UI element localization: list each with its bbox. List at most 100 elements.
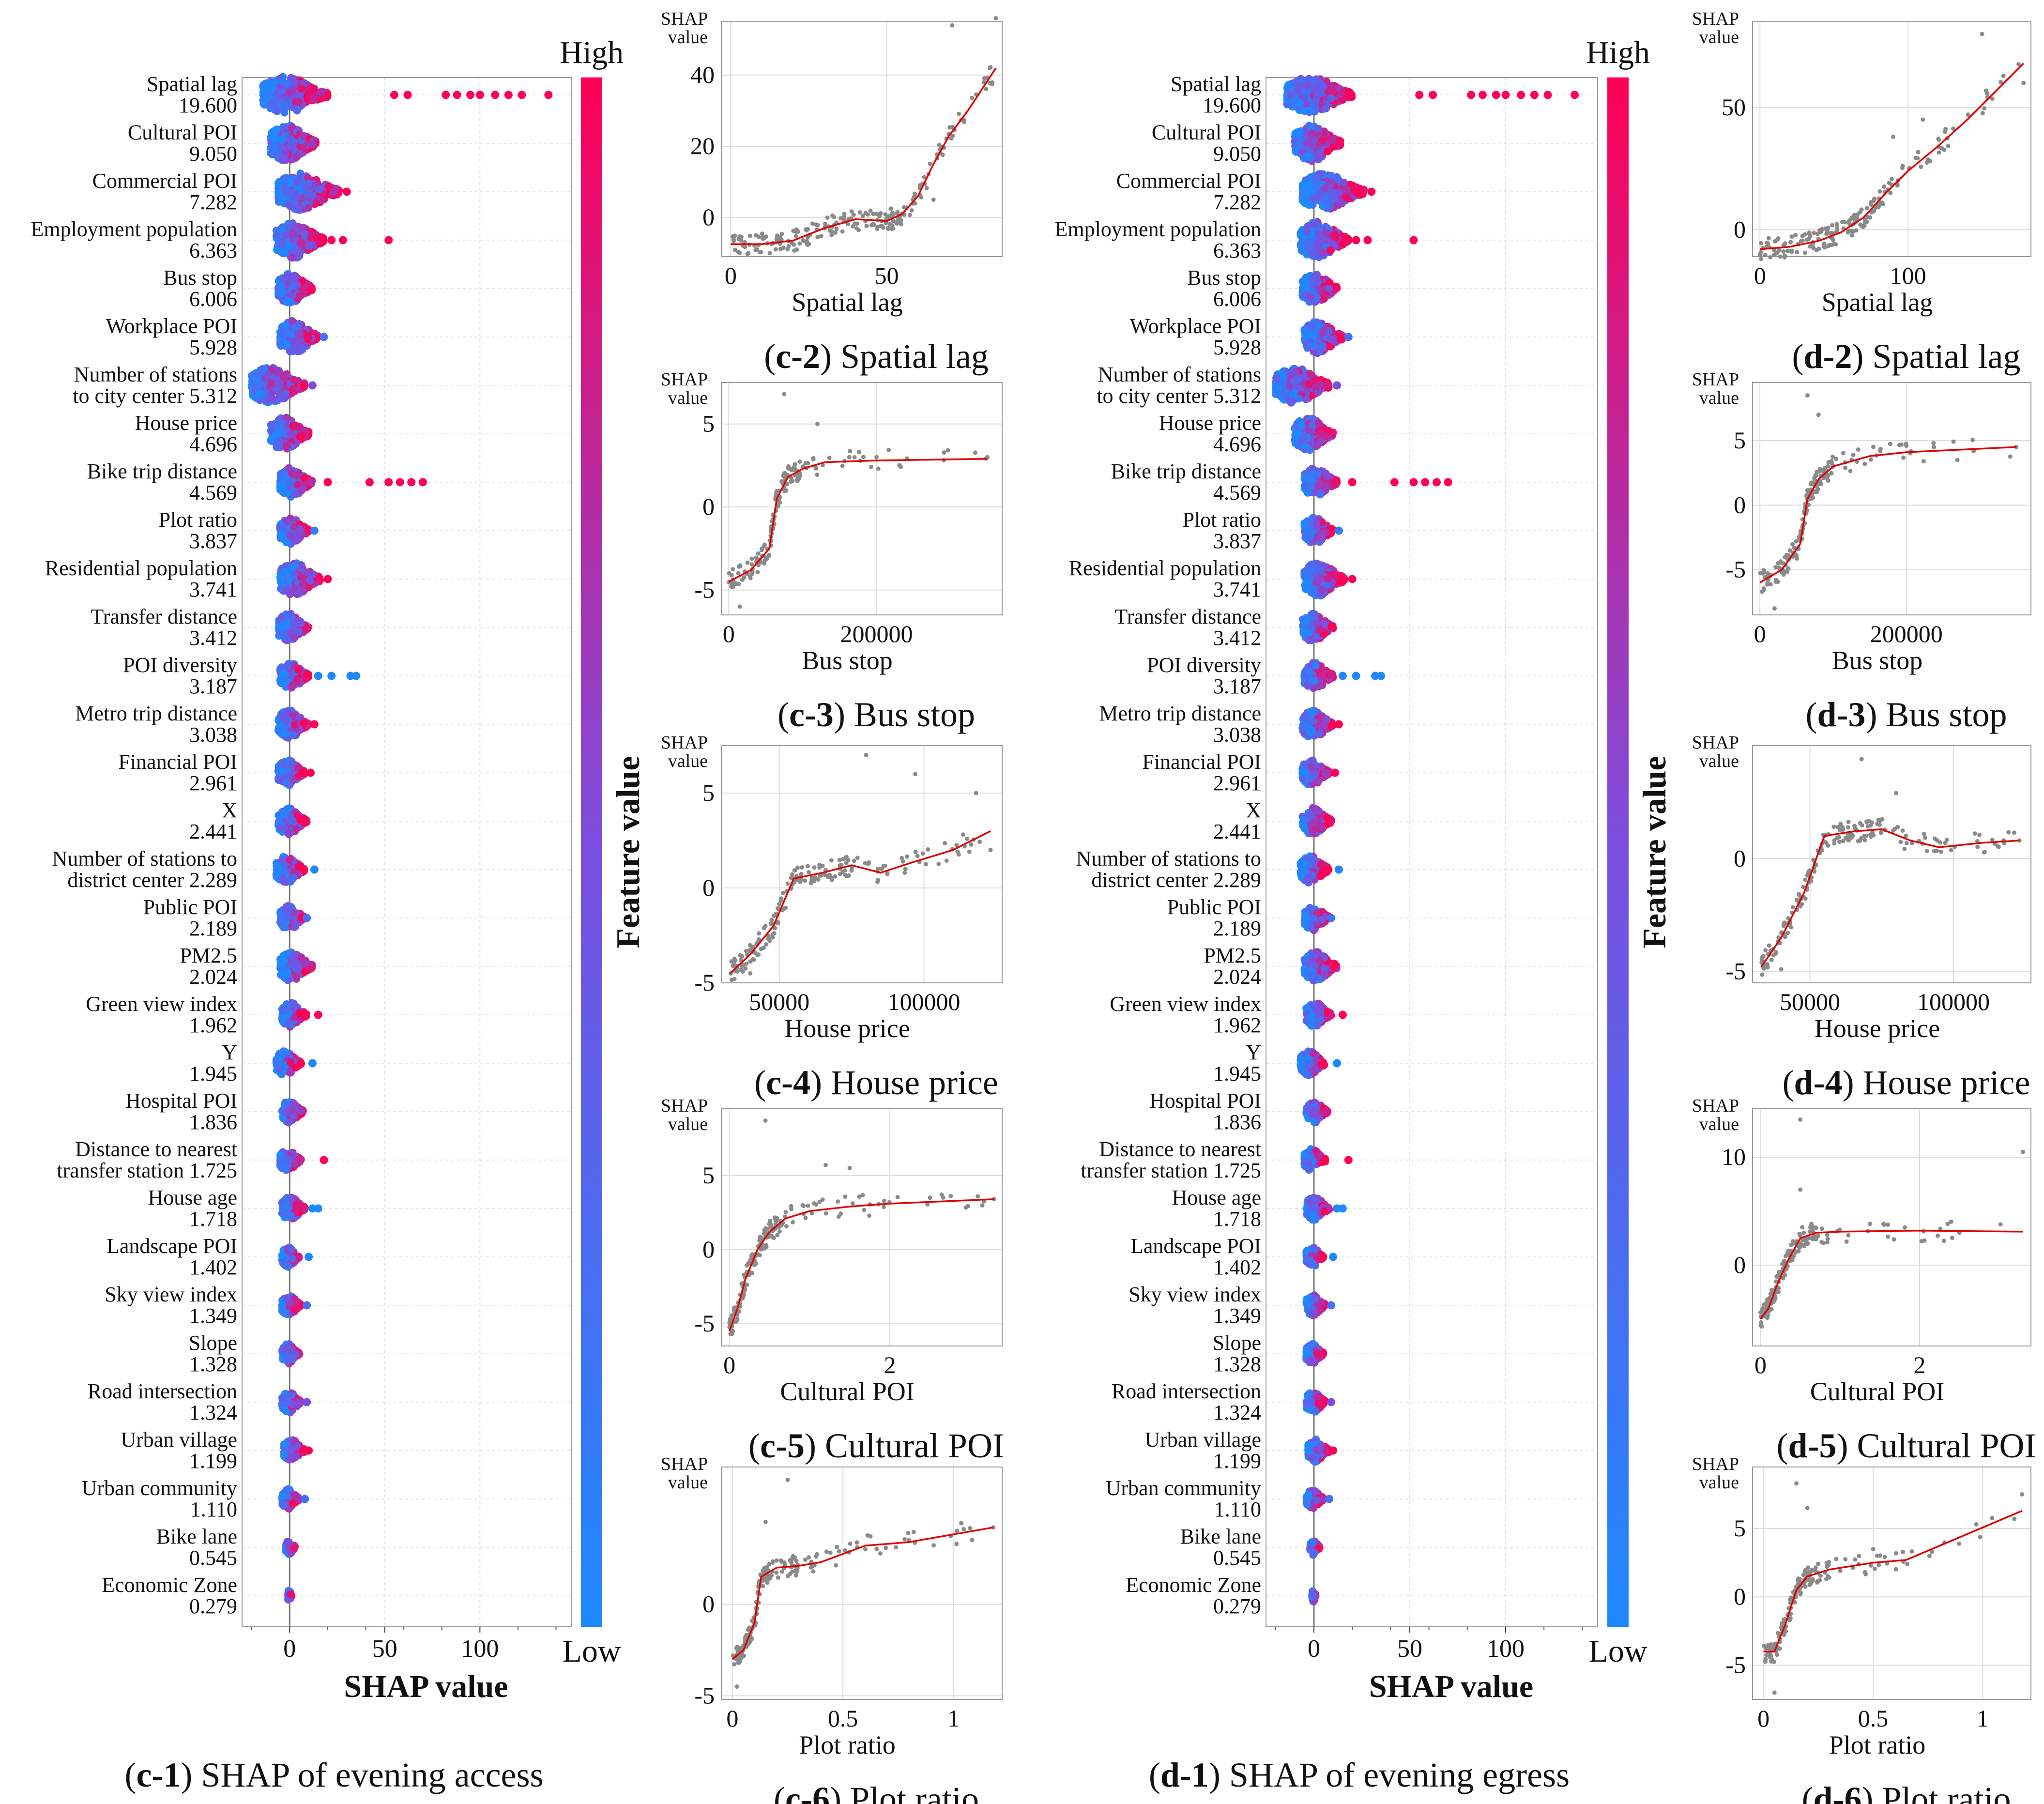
c-1-outlier-point bbox=[314, 672, 322, 680]
c-1-outlier-point bbox=[365, 478, 374, 487]
feature-label: Spatial lag bbox=[147, 72, 237, 96]
feature-label: House age bbox=[148, 1186, 238, 1209]
c-1-outlier-point bbox=[314, 1010, 322, 1019]
c-1-point bbox=[282, 622, 290, 630]
c-1-point bbox=[305, 204, 313, 212]
c-1-point bbox=[299, 431, 307, 440]
feature-label: Sky view index bbox=[105, 1283, 237, 1306]
c-1-point bbox=[287, 877, 295, 886]
c-1-point bbox=[294, 329, 303, 337]
c-1-point bbox=[280, 394, 289, 402]
c-1-point bbox=[277, 289, 285, 297]
feature-label: Number of stations bbox=[74, 363, 237, 386]
c-1-outlier-point bbox=[396, 478, 404, 487]
feature-label: Workplace POI bbox=[106, 314, 237, 338]
c-1-outlier-point bbox=[518, 91, 526, 99]
c-1-point bbox=[261, 90, 270, 98]
feature-importance: to city center 5.312 bbox=[73, 384, 237, 408]
c-1-point bbox=[287, 1590, 295, 1598]
c-1-point bbox=[286, 142, 294, 150]
c-1-caption-open: ( bbox=[124, 1756, 136, 1794]
c-1-point bbox=[276, 523, 284, 532]
c-1-point bbox=[317, 89, 325, 96]
c-1-point bbox=[287, 1059, 295, 1067]
feature-importance: 6.363 bbox=[189, 239, 237, 262]
c-1-point bbox=[290, 908, 298, 917]
feature-importance: 3.837 bbox=[189, 529, 237, 553]
c-1-point bbox=[288, 1391, 295, 1399]
c-1-point bbox=[286, 201, 294, 210]
c-1-point bbox=[285, 531, 293, 539]
c-1-outlier-point bbox=[327, 672, 336, 680]
c-1-outlier-point bbox=[308, 381, 317, 390]
c-1-point bbox=[296, 1107, 305, 1115]
c-1-point bbox=[276, 573, 284, 581]
feature-importance: 1.110 bbox=[190, 1498, 237, 1521]
c-1-point bbox=[292, 973, 301, 981]
c-1-point bbox=[306, 577, 315, 585]
c-1-point bbox=[284, 968, 292, 976]
feature-importance: 3.038 bbox=[189, 723, 237, 747]
c-1-outlier-point bbox=[310, 526, 319, 535]
c-1-point bbox=[290, 384, 298, 393]
c-1-point bbox=[277, 720, 285, 729]
c-1-point bbox=[284, 272, 292, 279]
c-1-point bbox=[294, 964, 303, 972]
feature-label: House price bbox=[135, 411, 237, 435]
c-1-point bbox=[300, 956, 308, 964]
c-1-point bbox=[280, 1101, 289, 1109]
c-1-point bbox=[299, 1204, 307, 1212]
c-1-point bbox=[289, 1106, 297, 1115]
c-1-point bbox=[278, 238, 286, 246]
c-1-point bbox=[276, 961, 285, 969]
feature-label: Cultural POI bbox=[128, 121, 237, 144]
c-1-point bbox=[277, 136, 286, 144]
c-1-point bbox=[278, 1014, 287, 1022]
feature-importance: 9.050 bbox=[189, 142, 237, 166]
c-1-point bbox=[282, 538, 290, 547]
c-1-outlier-point bbox=[403, 91, 412, 99]
c-1-outlier-point bbox=[407, 478, 416, 487]
c-1-point bbox=[294, 666, 302, 674]
c-1-point bbox=[291, 921, 300, 929]
c-1-point bbox=[292, 825, 300, 833]
d-1-point bbox=[1339, 88, 1347, 96]
feature-importance: 1.718 bbox=[189, 1207, 237, 1231]
c-1-point bbox=[278, 1251, 286, 1259]
c-1-point bbox=[290, 522, 298, 531]
c-1-outlier-point bbox=[442, 91, 450, 99]
c-1-point bbox=[309, 570, 317, 578]
c-1-point bbox=[284, 828, 292, 836]
c-1-point bbox=[295, 321, 303, 330]
c-1-colorbar bbox=[581, 77, 602, 1627]
c-1-point bbox=[287, 1245, 295, 1253]
c-1-point bbox=[279, 106, 287, 114]
c-1-point bbox=[290, 951, 298, 959]
c-1-point bbox=[286, 136, 293, 144]
c-1-point bbox=[297, 238, 305, 246]
c-1-point bbox=[283, 340, 291, 349]
c-1-point bbox=[281, 321, 290, 330]
feature-importance: 1.962 bbox=[189, 1013, 237, 1037]
feature-importance: 2.024 bbox=[189, 965, 237, 989]
c-1-point bbox=[290, 1491, 299, 1499]
c-1-outlier-point bbox=[303, 1398, 311, 1407]
c-1-point bbox=[288, 1400, 296, 1408]
feature-label: Public POI bbox=[143, 895, 237, 919]
c-1-point bbox=[289, 681, 297, 689]
c-1-point bbox=[284, 80, 292, 88]
feature-importance: 4.696 bbox=[189, 432, 237, 456]
c-1-point bbox=[292, 153, 301, 161]
c-1-point bbox=[270, 127, 278, 136]
c-1-point bbox=[305, 241, 314, 249]
x-axis-label: SHAP value bbox=[344, 1669, 508, 1704]
c-1-outlier-point bbox=[310, 720, 319, 729]
c-1-point bbox=[283, 517, 291, 525]
c-1-point bbox=[274, 437, 282, 445]
feature-importance: district center 2.289 bbox=[67, 868, 237, 892]
feature-label: Slope bbox=[189, 1331, 237, 1355]
c-1-point bbox=[283, 1538, 291, 1546]
c-1-outlier-point bbox=[314, 1204, 322, 1213]
